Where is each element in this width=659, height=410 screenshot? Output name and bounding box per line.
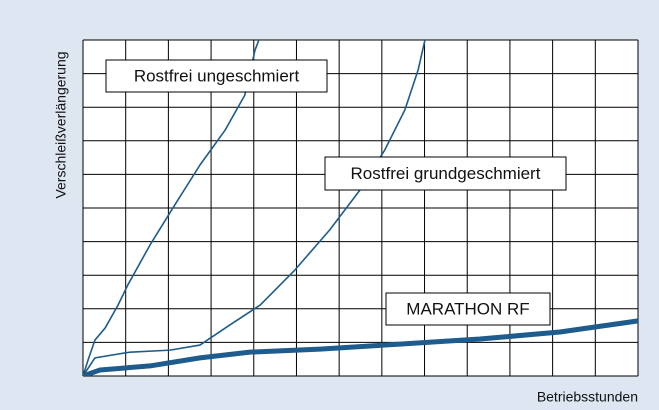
data-line — [83, 40, 426, 376]
label-box — [385, 292, 551, 326]
series-label: Rostfrei ungeschmiert — [134, 66, 300, 85]
series-label: Rostfrei grundgeschmiert — [351, 164, 541, 183]
label-box — [324, 156, 567, 191]
data-line — [83, 40, 260, 376]
annotations: Rostfrei ungeschmiert Rostfrei grundgesch… — [105, 59, 567, 326]
label-box — [105, 59, 328, 93]
series-label: MARATHON RF — [406, 299, 529, 318]
y-axis-label: Verschleißverlängerung — [53, 51, 69, 198]
x-axis-label: Betriebsstunden — [537, 389, 638, 405]
lines — [83, 40, 638, 376]
data-line — [83, 318, 638, 376]
